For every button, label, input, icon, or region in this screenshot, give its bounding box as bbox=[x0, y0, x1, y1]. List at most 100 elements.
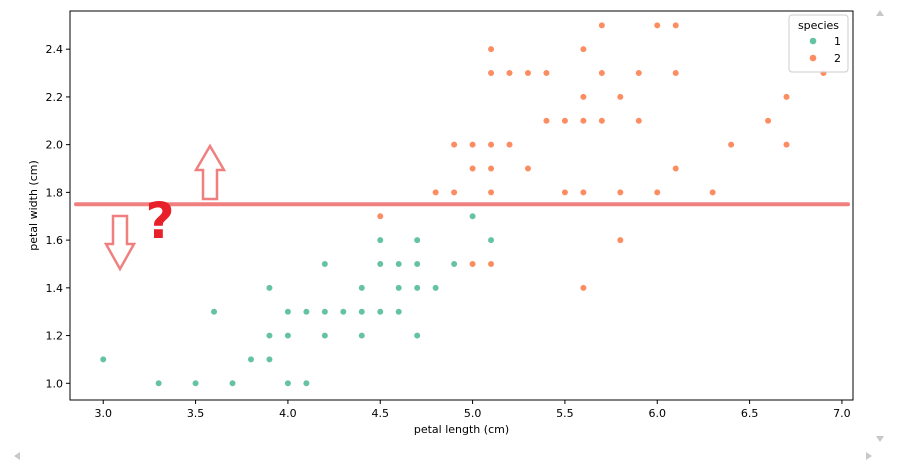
y-tick-label: 1.6 bbox=[46, 234, 64, 247]
axes-group: 3.0 3.5 4.0 4.5 5.0 5.5 6.0 6.5 7.0 1.0 1.2 1.4 1.6 1… bbox=[27, 10, 854, 436]
y-tick-label: 2.4 bbox=[46, 43, 64, 56]
up-arrow-icon bbox=[193, 143, 227, 201]
data-point-species-2 bbox=[561, 117, 569, 125]
x-tick-label: 3.5 bbox=[187, 407, 205, 420]
points-group bbox=[99, 21, 828, 387]
data-point-species-1 bbox=[99, 355, 107, 364]
data-point-species-1 bbox=[321, 331, 329, 340]
data-point-species-2 bbox=[487, 141, 495, 149]
data-point-species-2 bbox=[579, 93, 587, 101]
data-point-species-2 bbox=[616, 188, 624, 196]
data-point-species-1 bbox=[468, 212, 477, 220]
data-point-species-1 bbox=[321, 260, 329, 268]
data-point-species-1 bbox=[191, 379, 200, 387]
data-point-species-2 bbox=[782, 93, 791, 101]
data-point-species-2 bbox=[598, 69, 606, 77]
legend-marker-species-2 bbox=[809, 54, 817, 62]
legend-label-species-1: 1 bbox=[834, 35, 841, 48]
data-point-species-2 bbox=[709, 188, 717, 196]
data-point-species-1 bbox=[210, 308, 218, 316]
data-point-species-1 bbox=[284, 331, 292, 340]
data-point-species-2 bbox=[635, 69, 643, 77]
data-point-species-2 bbox=[432, 188, 440, 196]
data-point-species-2 bbox=[764, 117, 772, 125]
data-point-species-2 bbox=[487, 164, 495, 173]
annotations-group: ? bbox=[74, 143, 850, 272]
data-point-species-2 bbox=[524, 69, 532, 77]
data-point-species-2 bbox=[579, 188, 587, 196]
data-point-species-2 bbox=[653, 21, 661, 29]
y-tick-label: 1.2 bbox=[46, 330, 64, 343]
data-point-species-2 bbox=[727, 141, 735, 149]
data-point-species-2 bbox=[524, 164, 532, 173]
y-tick-label: 1.8 bbox=[46, 186, 64, 199]
data-point-species-1 bbox=[302, 308, 310, 316]
data-point-species-1 bbox=[302, 379, 310, 387]
x-tick-label: 7.0 bbox=[833, 407, 851, 420]
data-point-species-2 bbox=[579, 45, 587, 53]
data-point-species-2 bbox=[487, 188, 495, 196]
data-point-species-1 bbox=[376, 236, 384, 244]
data-point-species-2 bbox=[487, 69, 495, 77]
scroll-right-icon[interactable] bbox=[866, 452, 872, 460]
data-point-species-2 bbox=[450, 188, 458, 196]
x-tick-label: 6.5 bbox=[741, 407, 759, 420]
data-point-species-2 bbox=[616, 93, 624, 101]
x-tick-label: 4.5 bbox=[371, 407, 389, 420]
scroll-down-icon[interactable] bbox=[876, 436, 884, 442]
data-point-species-2 bbox=[672, 69, 680, 77]
question-mark: ? bbox=[145, 192, 174, 250]
data-point-species-1 bbox=[155, 379, 163, 387]
data-point-species-2 bbox=[468, 141, 477, 149]
data-point-species-1 bbox=[339, 308, 347, 316]
y-tick-label: 2.0 bbox=[46, 139, 64, 152]
data-point-species-2 bbox=[542, 117, 551, 125]
x-tick-label: 5.0 bbox=[464, 407, 482, 420]
data-point-species-1 bbox=[284, 308, 292, 316]
x-tick-label: 4.0 bbox=[279, 407, 297, 420]
x-axis-label: petal length (cm) bbox=[414, 423, 509, 436]
y-tick-label: 1.4 bbox=[46, 282, 64, 295]
data-point-species-1 bbox=[358, 331, 366, 340]
data-point-species-2 bbox=[579, 117, 587, 125]
scroll-up-icon[interactable] bbox=[876, 10, 884, 16]
data-point-species-2 bbox=[579, 284, 587, 292]
data-point-species-1 bbox=[228, 379, 237, 387]
data-point-species-1 bbox=[358, 308, 366, 316]
legend-box bbox=[788, 14, 849, 73]
y-tick-label: 1.0 bbox=[46, 377, 64, 390]
data-point-species-2 bbox=[450, 141, 458, 149]
data-point-species-2 bbox=[487, 260, 495, 268]
data-point-species-2 bbox=[542, 69, 551, 77]
data-point-species-2 bbox=[598, 21, 606, 29]
data-point-species-1 bbox=[395, 308, 403, 316]
data-point-species-2 bbox=[782, 141, 791, 149]
data-point-species-1 bbox=[432, 284, 440, 292]
data-point-species-2 bbox=[672, 164, 680, 173]
data-point-species-1 bbox=[284, 379, 292, 387]
data-point-species-1 bbox=[395, 284, 403, 292]
data-point-species-2 bbox=[468, 260, 477, 268]
data-point-species-2 bbox=[653, 188, 661, 196]
data-point-species-1 bbox=[265, 355, 274, 364]
scroll-left-icon[interactable] bbox=[14, 452, 20, 460]
x-tick-label: 5.5 bbox=[556, 407, 574, 420]
data-point-species-2 bbox=[598, 117, 606, 125]
legend-label-species-2: 2 bbox=[834, 52, 841, 65]
data-point-species-2 bbox=[672, 21, 680, 29]
data-point-species-1 bbox=[376, 260, 384, 268]
data-point-species-2 bbox=[635, 117, 643, 125]
data-point-species-2 bbox=[616, 236, 624, 244]
data-point-species-1 bbox=[358, 284, 366, 292]
data-point-species-1 bbox=[265, 284, 274, 292]
data-point-species-1 bbox=[450, 260, 458, 268]
data-point-species-1 bbox=[413, 260, 421, 268]
data-point-species-1 bbox=[413, 236, 421, 244]
legend-marker-species-1 bbox=[809, 37, 817, 45]
data-point-species-1 bbox=[247, 355, 255, 364]
data-point-species-2 bbox=[505, 141, 514, 149]
legend-title: species bbox=[798, 19, 839, 32]
